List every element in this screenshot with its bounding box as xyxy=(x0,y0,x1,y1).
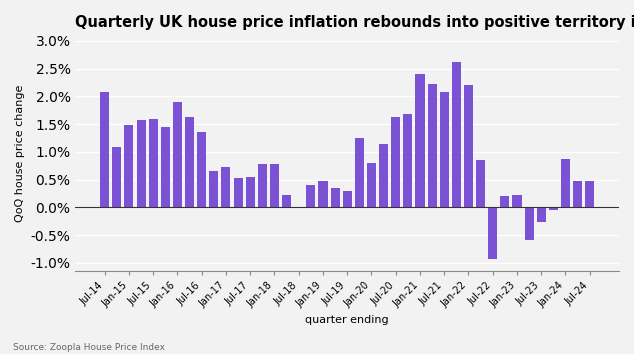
Bar xyxy=(185,118,194,207)
Bar xyxy=(318,181,328,207)
Bar xyxy=(403,114,412,207)
Bar xyxy=(282,195,291,207)
Bar xyxy=(112,147,121,207)
Bar xyxy=(415,74,425,207)
Bar xyxy=(173,102,182,207)
Bar xyxy=(427,84,437,207)
Bar xyxy=(367,163,376,207)
Bar xyxy=(124,125,134,207)
Bar xyxy=(306,185,315,207)
Bar xyxy=(549,207,558,210)
Bar xyxy=(524,207,534,240)
Bar xyxy=(391,117,400,207)
Bar xyxy=(197,132,206,207)
Bar xyxy=(512,195,522,207)
Bar xyxy=(270,164,279,207)
Bar xyxy=(100,92,109,207)
Bar xyxy=(136,120,146,207)
Text: Quarterly UK house price inflation rebounds into positive territory in 2024: Quarterly UK house price inflation rebou… xyxy=(75,15,634,30)
Bar xyxy=(161,127,170,207)
Bar xyxy=(221,167,231,207)
Bar xyxy=(464,85,473,207)
Bar xyxy=(439,92,449,207)
Bar xyxy=(573,181,582,207)
Bar xyxy=(148,119,158,207)
Y-axis label: QoQ house price change: QoQ house price change xyxy=(15,85,25,222)
Bar xyxy=(245,177,255,207)
Bar xyxy=(379,143,388,207)
Bar xyxy=(537,207,546,222)
Bar xyxy=(476,160,485,207)
Bar xyxy=(258,164,267,207)
X-axis label: quarter ending: quarter ending xyxy=(306,315,389,325)
Bar xyxy=(585,181,594,207)
Bar xyxy=(355,138,364,207)
Bar xyxy=(209,171,218,207)
Bar xyxy=(488,207,497,259)
Bar xyxy=(294,207,303,209)
Bar xyxy=(561,159,570,207)
Bar xyxy=(342,191,352,207)
Text: Source: Zoopla House Price Index: Source: Zoopla House Price Index xyxy=(13,343,165,353)
Bar xyxy=(500,196,509,207)
Bar xyxy=(452,62,461,207)
Bar xyxy=(330,188,340,207)
Bar xyxy=(233,178,243,207)
